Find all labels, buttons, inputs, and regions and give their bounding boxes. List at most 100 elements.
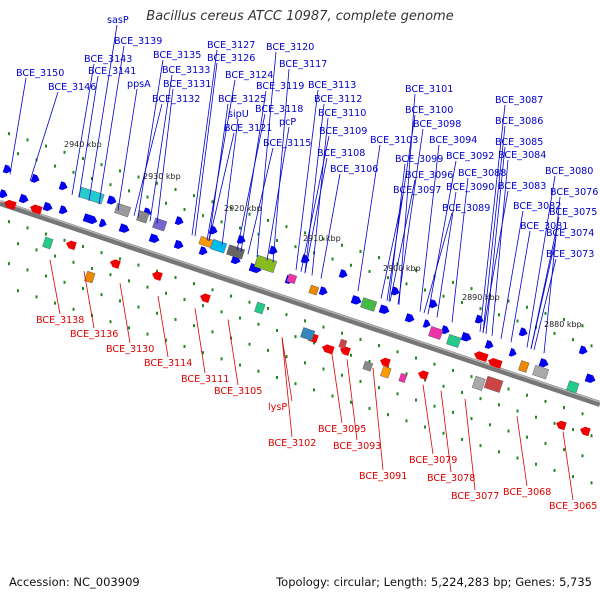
forward-gene-arrow	[318, 286, 328, 296]
leader-line	[206, 79, 236, 241]
feature-block	[210, 239, 228, 254]
tick-mark	[378, 344, 380, 348]
tick-mark	[128, 279, 130, 283]
tick-mark	[165, 201, 167, 205]
leader-line	[300, 135, 330, 272]
tick-mark	[405, 282, 408, 286]
tick-mark	[174, 275, 177, 279]
tick-mark	[498, 313, 500, 317]
tick-mark	[415, 268, 417, 272]
leader-line	[485, 146, 506, 334]
tick-mark	[193, 282, 195, 286]
tick-mark	[553, 331, 556, 335]
feature-block	[286, 273, 298, 285]
tick-mark	[452, 410, 454, 414]
leader-line	[304, 157, 328, 274]
tick-mark	[424, 378, 426, 382]
tick-mark	[267, 348, 269, 352]
tick-mark	[183, 344, 186, 348]
reverse-gene-label: BCE_3111	[181, 374, 229, 385]
leader-line	[208, 103, 229, 242]
tick-mark	[368, 269, 371, 273]
tick-mark	[230, 206, 232, 210]
tick-mark	[72, 307, 75, 311]
leader-line	[464, 398, 476, 491]
forward-gene-arrow	[18, 193, 29, 204]
tick-mark	[341, 243, 343, 247]
tick-mark	[590, 434, 593, 438]
reverse-gene-arrow	[110, 259, 121, 269]
ruler-label: 2900 kbp	[383, 264, 421, 273]
tick-mark	[239, 363, 241, 367]
forward-gene-label: BCE_3131	[163, 79, 211, 90]
tick-mark	[461, 300, 463, 304]
forward-gene-label: BCE_3117	[279, 59, 327, 70]
leader-line	[133, 103, 163, 216]
feature-block	[483, 375, 504, 393]
tick-mark	[248, 212, 251, 216]
tick-mark	[498, 450, 500, 454]
tick-mark	[294, 382, 297, 386]
tick-mark	[322, 367, 325, 371]
tick-mark	[109, 183, 112, 187]
genome-backbone-highlight	[0, 200, 600, 403]
forward-gene-arrow	[484, 340, 494, 349]
leader-line	[88, 24, 118, 201]
tick-mark	[526, 305, 528, 309]
forward-gene-label: BCE_3112	[314, 94, 362, 105]
feature-block	[152, 217, 168, 232]
tick-mark	[156, 269, 158, 273]
feature-block	[471, 375, 486, 391]
forward-gene-label: BCE_3133	[162, 65, 210, 76]
tick-mark	[396, 350, 399, 354]
tick-mark	[156, 181, 158, 185]
forward-gene-label: BCE_3089	[442, 203, 490, 214]
tick-mark	[35, 248, 38, 252]
tick-mark	[119, 257, 121, 261]
tick-mark	[405, 372, 408, 376]
tick-mark	[350, 263, 352, 267]
feature-block	[338, 338, 348, 349]
leader-line	[49, 259, 61, 315]
tick-mark	[470, 287, 473, 291]
tick-mark	[489, 423, 491, 427]
reverse-gene-arrow	[340, 346, 351, 356]
feature-block	[254, 301, 266, 315]
feature-block	[360, 297, 378, 312]
tick-mark	[257, 369, 260, 373]
tick-mark	[91, 176, 93, 180]
forward-gene-label: BCE_3094	[429, 135, 477, 146]
forward-gene-label: BCE_3125	[218, 94, 266, 105]
forward-gene-label: BCE_3132	[152, 94, 200, 105]
leader-line	[386, 114, 416, 301]
tick-mark	[267, 218, 269, 222]
tick-mark	[553, 468, 556, 472]
tick-mark	[424, 425, 426, 429]
reverse-gene-label: BCE_3095	[318, 424, 366, 435]
leader-line	[149, 74, 173, 222]
tick-mark	[211, 288, 214, 292]
forward-gene-label: BCE_3141	[88, 66, 136, 77]
tick-mark	[313, 388, 315, 392]
tick-mark	[350, 400, 352, 404]
forward-gene-arrow	[378, 304, 390, 314]
reverse-gene-arrow	[200, 293, 211, 303]
leader-line	[221, 118, 239, 246]
leader-line	[331, 354, 343, 424]
tick-mark	[442, 384, 445, 388]
forward-gene-arrow	[538, 358, 549, 368]
tick-mark	[248, 300, 251, 304]
tick-mark	[63, 238, 66, 242]
leader-line	[482, 125, 506, 333]
tick-mark	[544, 399, 547, 403]
tick-mark	[183, 297, 186, 301]
leader-line	[398, 93, 416, 305]
leader-line	[191, 49, 218, 236]
tick-mark	[137, 305, 140, 309]
reverse-gene-label: lysP	[268, 402, 287, 413]
reverse-gene-label: BCE_3077	[451, 491, 499, 502]
tick-mark	[72, 170, 75, 174]
tick-mark	[544, 311, 547, 315]
forward-gene-arrow	[268, 245, 278, 255]
leader-line	[516, 416, 528, 487]
